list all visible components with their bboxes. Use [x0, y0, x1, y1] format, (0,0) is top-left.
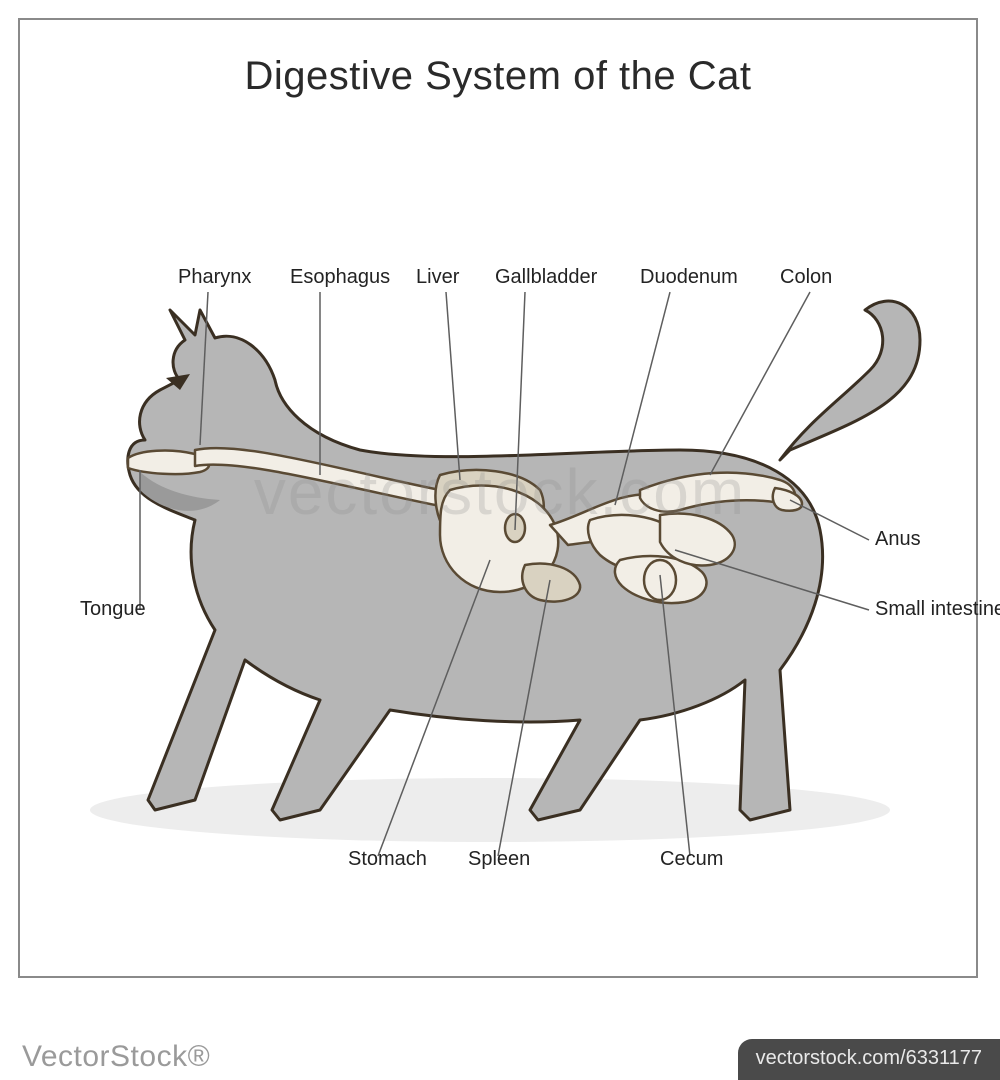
label-duodenum: Duodenum — [640, 266, 738, 289]
watermark-bottom-right: vectorstock.com/6331177 — [738, 1039, 1000, 1080]
label-stomach: Stomach — [348, 848, 427, 871]
diagram-frame: Digestive System of the Cat — [18, 18, 978, 978]
watermark-bottom-left: VectorStock® — [22, 1040, 210, 1074]
label-gallbladder: Gallbladder — [495, 266, 597, 289]
label-esophagus: Esophagus — [290, 266, 390, 289]
label-colon: Colon — [780, 266, 832, 289]
label-small-intestine: Small intestine — [875, 598, 1000, 621]
label-pharynx: Pharynx — [178, 266, 251, 289]
label-liver: Liver — [416, 266, 459, 289]
label-spleen: Spleen — [468, 848, 530, 871]
label-tongue: Tongue — [80, 598, 146, 621]
label-anus: Anus — [875, 528, 921, 551]
label-cecum: Cecum — [660, 848, 723, 871]
diagram-svg — [20, 20, 980, 980]
